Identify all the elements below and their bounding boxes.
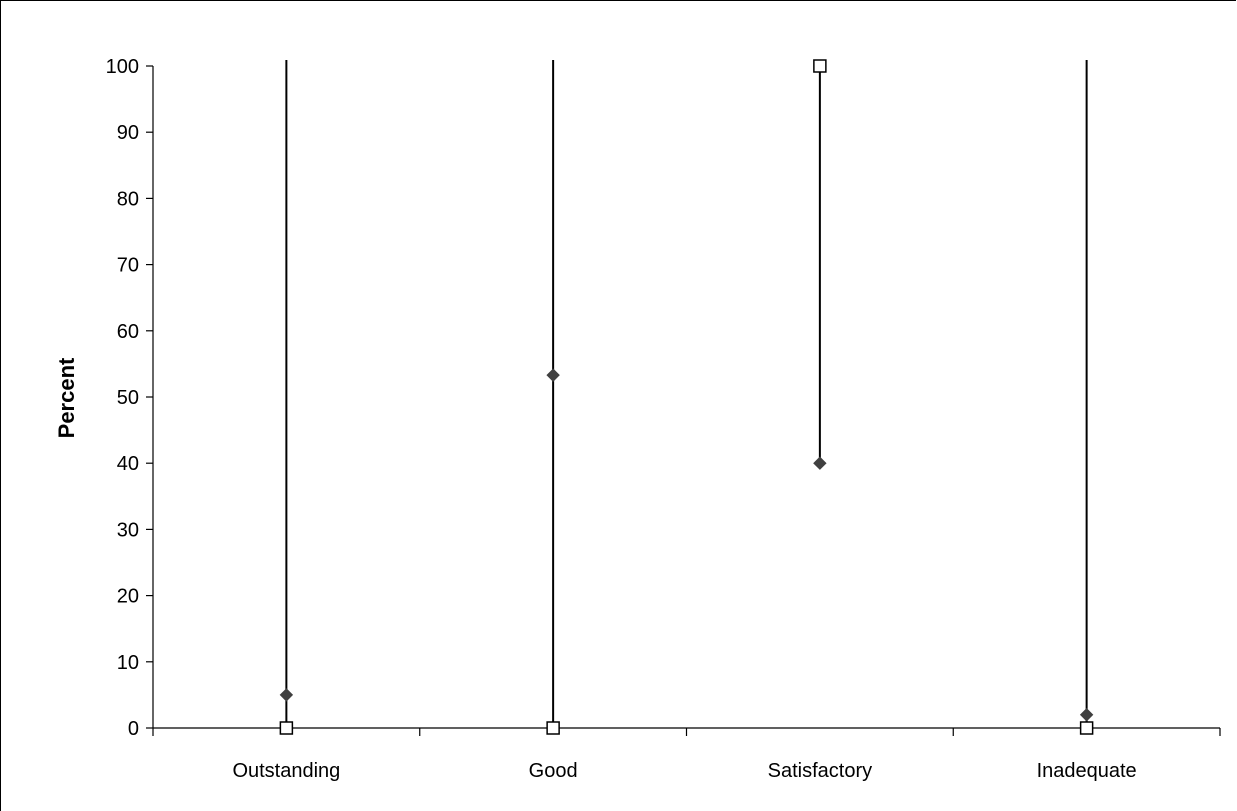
high-low-lines	[285, 60, 1088, 728]
y-tick-label: 10	[117, 652, 139, 674]
y-tick-label: 0	[128, 718, 139, 740]
x-category-label: Outstanding	[232, 760, 340, 782]
data-markers	[279, 59, 1094, 735]
axes	[146, 65, 1221, 736]
square-point	[813, 59, 827, 73]
square-point	[1079, 721, 1094, 735]
y-tick-label: 20	[117, 586, 139, 608]
x-category-label: Inadequate	[1037, 760, 1137, 782]
square-point	[279, 721, 294, 735]
diamond-point	[279, 688, 294, 702]
diamond-point	[813, 456, 827, 470]
y-tick-label: 50	[117, 387, 139, 409]
y-axis-title: Percent	[54, 357, 79, 438]
y-tick-label: 90	[117, 122, 139, 144]
y-tick-label: 70	[117, 255, 139, 277]
labels: 0 10 20 30 40 50 60 70 80 90 100 Outstanding Good Sat…	[106, 56, 1137, 782]
y-tick-label: 60	[117, 321, 139, 343]
diamond-point	[1079, 708, 1094, 722]
y-tick-label: 100	[106, 56, 139, 78]
x-category-label: Satisfactory	[768, 760, 872, 782]
diamond-point	[546, 368, 560, 382]
square-point	[546, 721, 560, 735]
x-category-label: Good	[529, 760, 578, 782]
y-tick-label: 40	[117, 453, 139, 475]
y-tick-label: 30	[117, 519, 139, 541]
y-tick-label: 80	[117, 188, 139, 210]
